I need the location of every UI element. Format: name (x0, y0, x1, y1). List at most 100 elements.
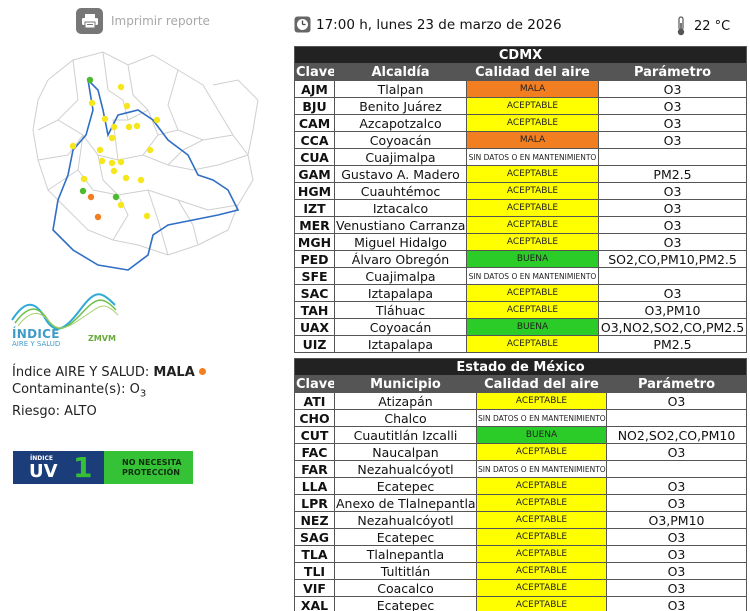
parameter-cell: O3 (597, 216, 748, 234)
parameter-cell: NO2,SO2,CO,PM10 (606, 426, 747, 444)
station-code: GAM (294, 165, 335, 183)
station-municipality: Coyoacán (334, 318, 467, 336)
table-row: FAR Nezahualcóyotl SIN DATOS O EN MANTENIM… (294, 460, 747, 478)
parameter-cell (606, 460, 747, 478)
temperature-text: 22 °C (694, 18, 731, 34)
edomex-header-calidad: Calidad del aire (476, 375, 607, 393)
parameter-cell: O3 (606, 392, 747, 410)
parameter-cell: O3 (597, 80, 748, 98)
pollutant-line: Contaminante(s): O3 (12, 381, 206, 403)
air-quality-cell: SIN DATOS O EN MANTENIMIENTO (476, 460, 607, 478)
table-row: LPR Anexo de Tlalnepantla ACEPTABLE O3 (294, 494, 747, 512)
station-municipality: Ecatepec (334, 528, 477, 546)
parameter-cell (597, 267, 748, 285)
uv-big-label: UV (29, 461, 58, 482)
station-code: IZT (294, 199, 335, 217)
air-quality-cell: ACEPTABLE (466, 114, 599, 132)
parameter-cell: O3 (597, 97, 748, 115)
station-code: TLA (294, 545, 335, 563)
table-row: MGH Miguel Hidalgo ACEPTABLE O3 (294, 233, 748, 251)
station-code: CUT (294, 426, 335, 444)
cdmx-rows: AJM Tlalpan MALA O3 BJU Benito Juárez ACEPTABL… (294, 80, 748, 353)
station-municipality: Benito Juárez (334, 97, 467, 115)
station-code: BJU (294, 97, 335, 115)
parameter-cell: O3 (606, 596, 747, 611)
table-row: NEZ Nezahualcóyotl ACEPTABLE O3,PM10 (294, 511, 747, 529)
parameter-cell: SO2,CO,PM10,PM2.5 (597, 250, 748, 268)
air-quality-cell: ACEPTABLE (466, 233, 599, 251)
station-map[interactable] (18, 40, 268, 285)
station-code: SFE (294, 267, 335, 285)
cdmx-table: CDMX Clave Alcaldía Calidad del aire Par… (293, 46, 748, 353)
parameter-cell (597, 148, 748, 166)
edomex-table: Estado de México Clave Municipio Calidad… (294, 358, 747, 611)
station-code: UAX (294, 318, 335, 336)
parameter-cell: O3 (606, 494, 747, 512)
station-code: SAG (294, 528, 335, 546)
station-code: XAL (294, 596, 335, 611)
station-code: LLA (294, 477, 335, 495)
table-row: UIZ Iztapalapa ACEPTABLE PM2.5 (294, 335, 748, 353)
air-quality-cell: BUENA (476, 426, 607, 444)
air-quality-cell: ACEPTABLE (476, 494, 607, 512)
station-code: CUA (294, 148, 335, 166)
cdmx-header-parametro: Parámetro (597, 63, 748, 81)
station-code: CHO (294, 409, 335, 427)
station-municipality: Nezahualcóyotl (334, 460, 477, 478)
pollutant-label: Contaminante(s): (12, 382, 126, 397)
station-code: UIZ (294, 335, 335, 353)
air-quality-status: Índice AIRE Y SALUD: MALA Contaminante(s… (12, 364, 206, 420)
air-quality-cell: ACEPTABLE (476, 562, 607, 580)
parameter-cell: O3 (606, 443, 747, 461)
station-code: ATI (294, 392, 335, 410)
station-municipality: Tultitlán (334, 562, 477, 580)
datetime-text: 17:00 h, lunes 23 de marzo de 2026 (316, 16, 562, 33)
table-row: IZT Iztacalco ACEPTABLE O3 (294, 199, 748, 217)
table-row: UAX Coyoacán BUENA O3,NO2,SO2,CO,PM2.5 (294, 318, 748, 336)
table-row: AJM Tlalpan MALA O3 (294, 80, 748, 98)
parameter-cell: O3 (597, 182, 748, 200)
logo-line2: AIRE Y SALUD (12, 340, 61, 348)
station-code: FAR (294, 460, 335, 478)
table-row: CUA Cuajimalpa SIN DATOS O EN MANTENIMIENT… (294, 148, 748, 166)
parameter-cell: O3 (597, 131, 748, 149)
air-quality-cell: ACEPTABLE (476, 528, 607, 546)
logo-line3: ZMVM (88, 334, 116, 343)
station-municipality: Iztapalapa (334, 335, 467, 353)
station-municipality: Cuajimalpa (334, 267, 467, 285)
station-municipality: Álvaro Obregón (334, 250, 467, 268)
station-municipality: Coyoacán (334, 131, 467, 149)
station-municipality: Tláhuac (334, 301, 467, 319)
station-code: TAH (294, 301, 335, 319)
parameter-cell: O3,NO2,SO2,CO,PM2.5 (597, 318, 748, 336)
station-municipality: Cuajimalpa (334, 148, 467, 166)
station-municipality: Ecatepec (334, 477, 477, 495)
station-code: FAC (294, 443, 335, 461)
index-label: Índice AIRE Y SALUD: (12, 365, 150, 380)
table-row: XAL Ecatepec ACEPTABLE O3 (294, 596, 747, 611)
risk-value: ALTO (64, 403, 97, 419)
station-municipality: Atizapán (334, 392, 477, 410)
station-code: PED (294, 250, 335, 268)
air-quality-cell: ACEPTABLE (476, 443, 607, 461)
uv-advice: NO NECESITA PROTECCIÓN (104, 451, 193, 484)
cdmx-title: CDMX (293, 46, 748, 64)
table-row: CCA Coyoacán MALA O3 (294, 131, 748, 149)
parameter-cell: O3 (606, 528, 747, 546)
parameter-cell: O3 (597, 199, 748, 217)
table-row: ATI Atizapán ACEPTABLE O3 (294, 392, 747, 410)
uv-value: 1 (73, 451, 93, 484)
station-municipality: Iztacalco (334, 199, 467, 217)
air-quality-cell: ACEPTABLE (476, 392, 607, 410)
print-report-button[interactable]: Imprimir reporte (76, 8, 210, 34)
station-municipality: Ecatepec (334, 596, 477, 611)
table-row: SAG Ecatepec ACEPTABLE O3 (294, 528, 747, 546)
air-quality-cell: BUENA (466, 250, 599, 268)
parameter-cell: O3,PM10 (606, 511, 747, 529)
air-quality-cell: ACEPTABLE (466, 335, 599, 353)
table-row: TLI Tultitlán ACEPTABLE O3 (294, 562, 747, 580)
station-code: NEZ (294, 511, 335, 529)
parameter-cell: O3 (606, 562, 747, 580)
table-row: LLA Ecatepec ACEPTABLE O3 (294, 477, 747, 495)
station-municipality: Chalco (334, 409, 477, 427)
